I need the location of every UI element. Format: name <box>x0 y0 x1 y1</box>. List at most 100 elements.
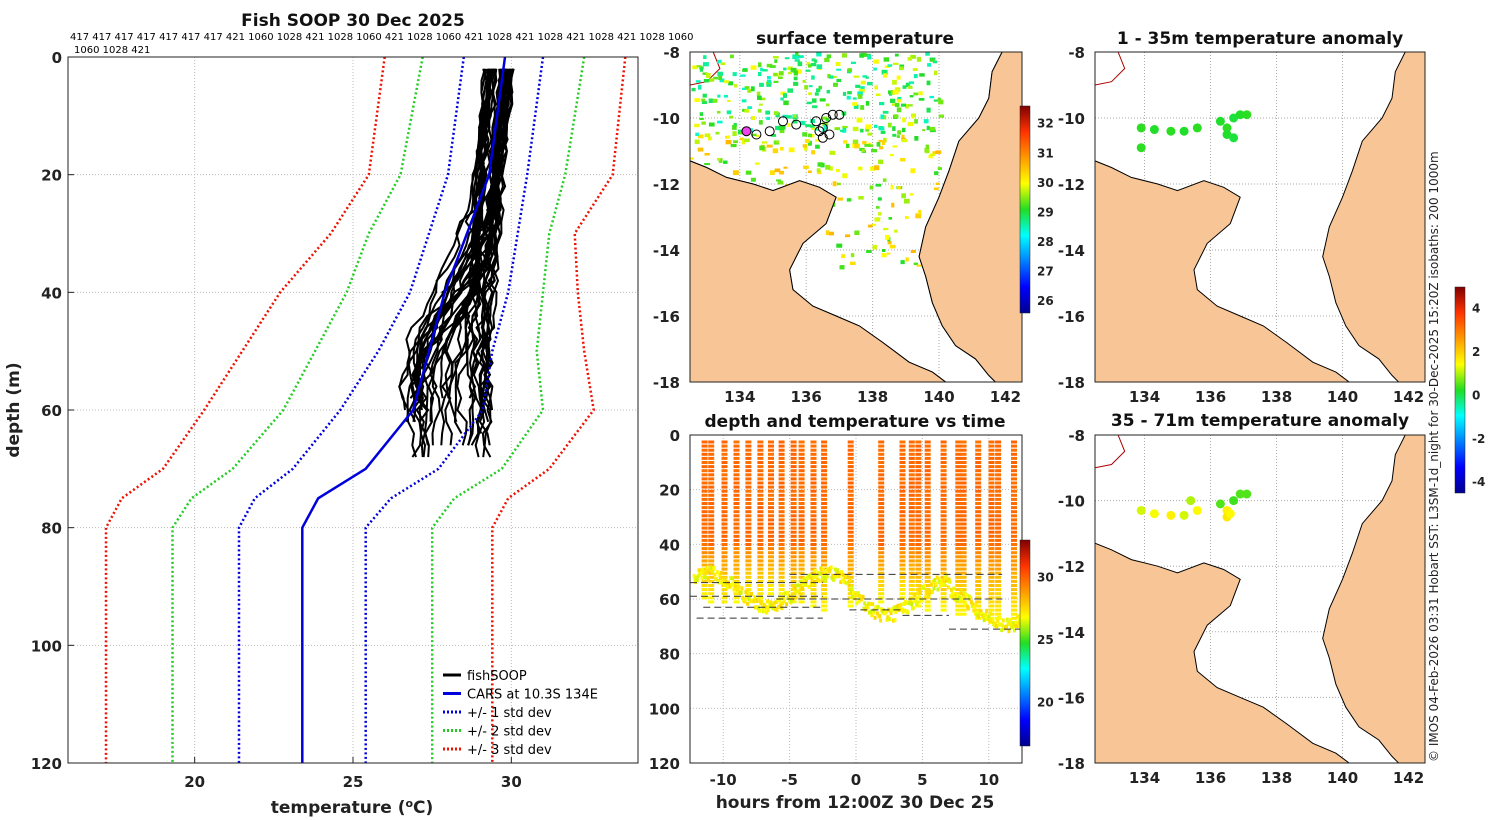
sst-pixel <box>900 260 905 265</box>
tow-sample <box>915 551 922 555</box>
tow-sample <box>757 530 764 534</box>
bottom-trace-sample <box>942 582 946 587</box>
bottom-trace-sample <box>699 568 702 573</box>
sst-pixel <box>867 81 873 86</box>
tow-sample <box>733 592 740 596</box>
bottom-trace-sample <box>908 597 912 602</box>
tow-sample <box>955 489 962 493</box>
sst-pixel <box>766 82 772 87</box>
tow-sample <box>733 510 740 514</box>
tow-sample <box>821 563 828 567</box>
tow-sample <box>940 497 947 501</box>
tow-sample <box>721 596 728 600</box>
tow-sample <box>899 588 906 592</box>
sst-pixel <box>908 81 915 84</box>
bottom-trace-sample <box>901 609 905 614</box>
tow-sample <box>721 510 728 514</box>
sst-pixel <box>807 140 812 146</box>
map-xtick: 136 <box>1195 769 1226 787</box>
tow-sample <box>745 522 752 526</box>
tow-sample <box>995 444 1002 448</box>
tow-sample <box>1011 559 1017 563</box>
tow-sample <box>810 497 817 501</box>
sst-pixel <box>829 150 836 155</box>
fish-profiles <box>398 68 515 458</box>
tow-sample <box>821 538 828 542</box>
bottom-trace-sample <box>844 574 848 579</box>
tow-sample <box>708 506 715 510</box>
tow-sample <box>960 444 967 448</box>
tow-sample <box>721 469 728 473</box>
tow-sample <box>924 526 931 530</box>
bottom-trace-sample <box>780 606 784 611</box>
tow-sample <box>1011 538 1017 542</box>
sst-pixel <box>776 179 781 182</box>
sst-pixel <box>836 243 843 248</box>
sst-pixel <box>832 181 837 187</box>
sst-pixel <box>846 198 852 202</box>
bottom-trace-sample <box>699 570 703 575</box>
sst-colorbar <box>1019 105 1031 314</box>
tow-sample <box>701 481 708 485</box>
tow-sample <box>701 510 708 514</box>
tow-sample <box>988 584 995 587</box>
tow-sample <box>701 444 708 448</box>
bottom-trace-sample <box>918 591 922 595</box>
bottom-trace-sample <box>748 592 752 597</box>
tow-sample <box>798 567 805 571</box>
tow-sample <box>940 485 947 489</box>
tow-sample <box>940 571 947 575</box>
tow-sample <box>878 456 885 460</box>
bottom-trace-sample <box>853 595 857 600</box>
tow-sample <box>995 473 1002 477</box>
tow-sample <box>847 551 854 555</box>
bottom-trace-sample <box>965 593 969 598</box>
sst-pixel <box>912 68 918 72</box>
tow-sample <box>733 477 740 481</box>
tow-sample <box>924 588 931 592</box>
fish-profile-line <box>475 68 508 411</box>
tow-sample <box>790 522 797 526</box>
tow-sample <box>745 559 752 563</box>
tow-sample <box>915 473 922 477</box>
bottom-trace-sample <box>734 584 738 589</box>
tow-sample <box>1011 596 1017 600</box>
sst-pixel <box>890 98 896 103</box>
tow-sample <box>745 567 752 571</box>
tow-sample <box>924 506 931 510</box>
bottom-trace-sample <box>828 569 832 574</box>
tow-sample <box>847 547 854 551</box>
tow-sample <box>768 530 774 534</box>
tow-sample <box>1011 440 1017 444</box>
bottom-trace-sample <box>820 567 824 572</box>
sst-pixel <box>862 141 867 145</box>
tow-sample <box>955 551 962 555</box>
bottom-trace-sample <box>728 584 732 589</box>
tow-sample <box>778 534 785 538</box>
anomaly-colorbar-tick: 0 <box>1472 388 1480 402</box>
tow-sample <box>721 592 728 596</box>
bottom-trace-sample <box>712 566 716 570</box>
sst-pixel <box>712 98 718 103</box>
time-ytick: 80 <box>659 646 680 664</box>
sst-pixel <box>933 99 938 102</box>
bottom-trace-sample <box>700 576 704 581</box>
tow-sample <box>810 506 817 510</box>
sst-pixel <box>816 168 821 173</box>
bottom-trace-sample <box>715 577 718 582</box>
bottom-trace-sample <box>722 578 726 583</box>
sst-pixel <box>846 143 850 148</box>
tow-sample <box>915 456 922 460</box>
tow-sample <box>778 559 785 563</box>
tow-sample <box>708 473 715 477</box>
sst-pixel <box>873 59 879 64</box>
sst-pixel <box>723 94 729 98</box>
sst-pixel <box>795 52 799 56</box>
tow-sample <box>721 448 728 452</box>
sst-pixel <box>855 84 861 88</box>
tow-sample <box>975 604 982 608</box>
tow-sample <box>988 469 995 473</box>
bottom-trace-sample <box>958 598 962 602</box>
sst-pixel <box>767 76 771 80</box>
tow-sample <box>790 555 797 559</box>
